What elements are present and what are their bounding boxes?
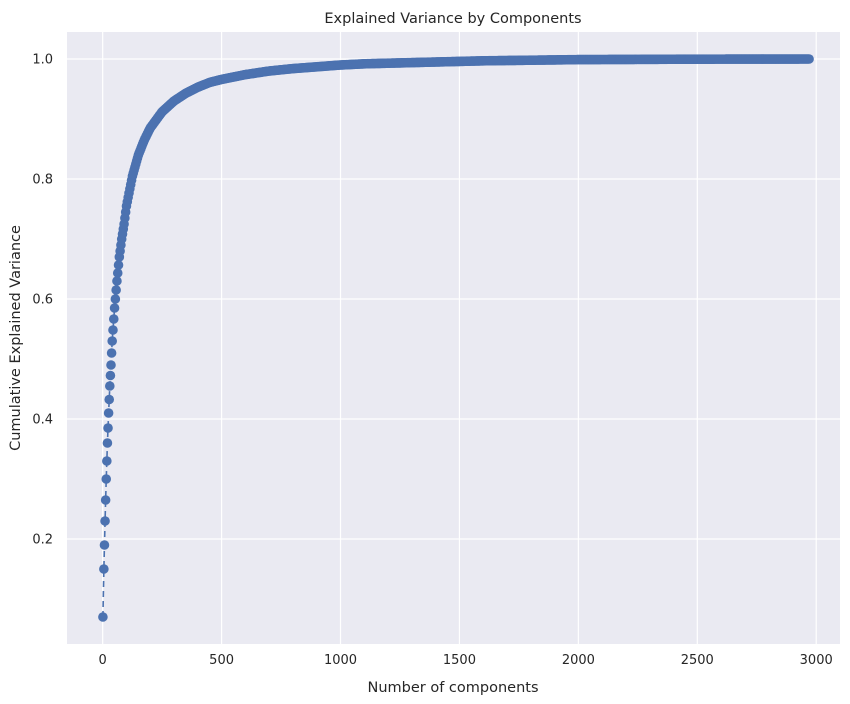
data-point <box>106 348 117 358</box>
data-point <box>804 54 814 64</box>
x-tick-labels: 0 500 1000 1500 2000 2500 3000 <box>99 653 833 668</box>
data-point <box>113 260 124 270</box>
data-point <box>112 268 123 278</box>
grid <box>67 32 840 644</box>
data-point <box>105 370 116 381</box>
data-point <box>99 564 109 574</box>
data-point <box>99 540 110 550</box>
data-point <box>100 495 111 505</box>
data-point <box>102 456 112 466</box>
x-tick-label: 2000 <box>562 653 595 668</box>
data-point <box>101 474 112 484</box>
data-point <box>100 516 110 526</box>
plot-background <box>67 32 840 644</box>
data-point <box>107 336 117 346</box>
y-tick-label: 0.4 <box>32 413 53 428</box>
y-tick-label: 0.8 <box>32 173 53 188</box>
x-tick-label: 1500 <box>443 653 476 668</box>
data-point <box>112 276 122 286</box>
y-axis-label: Cumulative Explained Variance <box>8 225 24 451</box>
y-tick-label: 1.0 <box>32 53 53 68</box>
data-point <box>105 381 115 391</box>
chart-title: Explained Variance by Components <box>324 11 581 27</box>
data-point <box>108 314 119 324</box>
series-line <box>98 54 814 622</box>
y-tick-labels: 0.2 0.4 0.6 0.8 1.0 <box>32 53 53 548</box>
x-tick-label: 1000 <box>324 653 357 668</box>
data-point <box>109 303 120 313</box>
x-tick-label: 2500 <box>681 653 714 668</box>
y-tick-label: 0.2 <box>32 533 53 548</box>
x-tick-label: 500 <box>209 653 234 668</box>
data-point <box>110 294 121 304</box>
x-axis-label: Number of components <box>367 680 538 696</box>
data-point <box>98 612 108 622</box>
data-point <box>102 438 113 448</box>
data-point <box>104 394 115 405</box>
data-point <box>106 360 116 370</box>
data-point <box>111 285 121 295</box>
data-point <box>103 408 114 418</box>
data-point <box>108 325 118 335</box>
data-point <box>103 423 113 433</box>
x-tick-label: 0 <box>99 653 107 668</box>
x-tick-label: 3000 <box>800 653 833 668</box>
y-tick-label: 0.6 <box>32 293 53 308</box>
